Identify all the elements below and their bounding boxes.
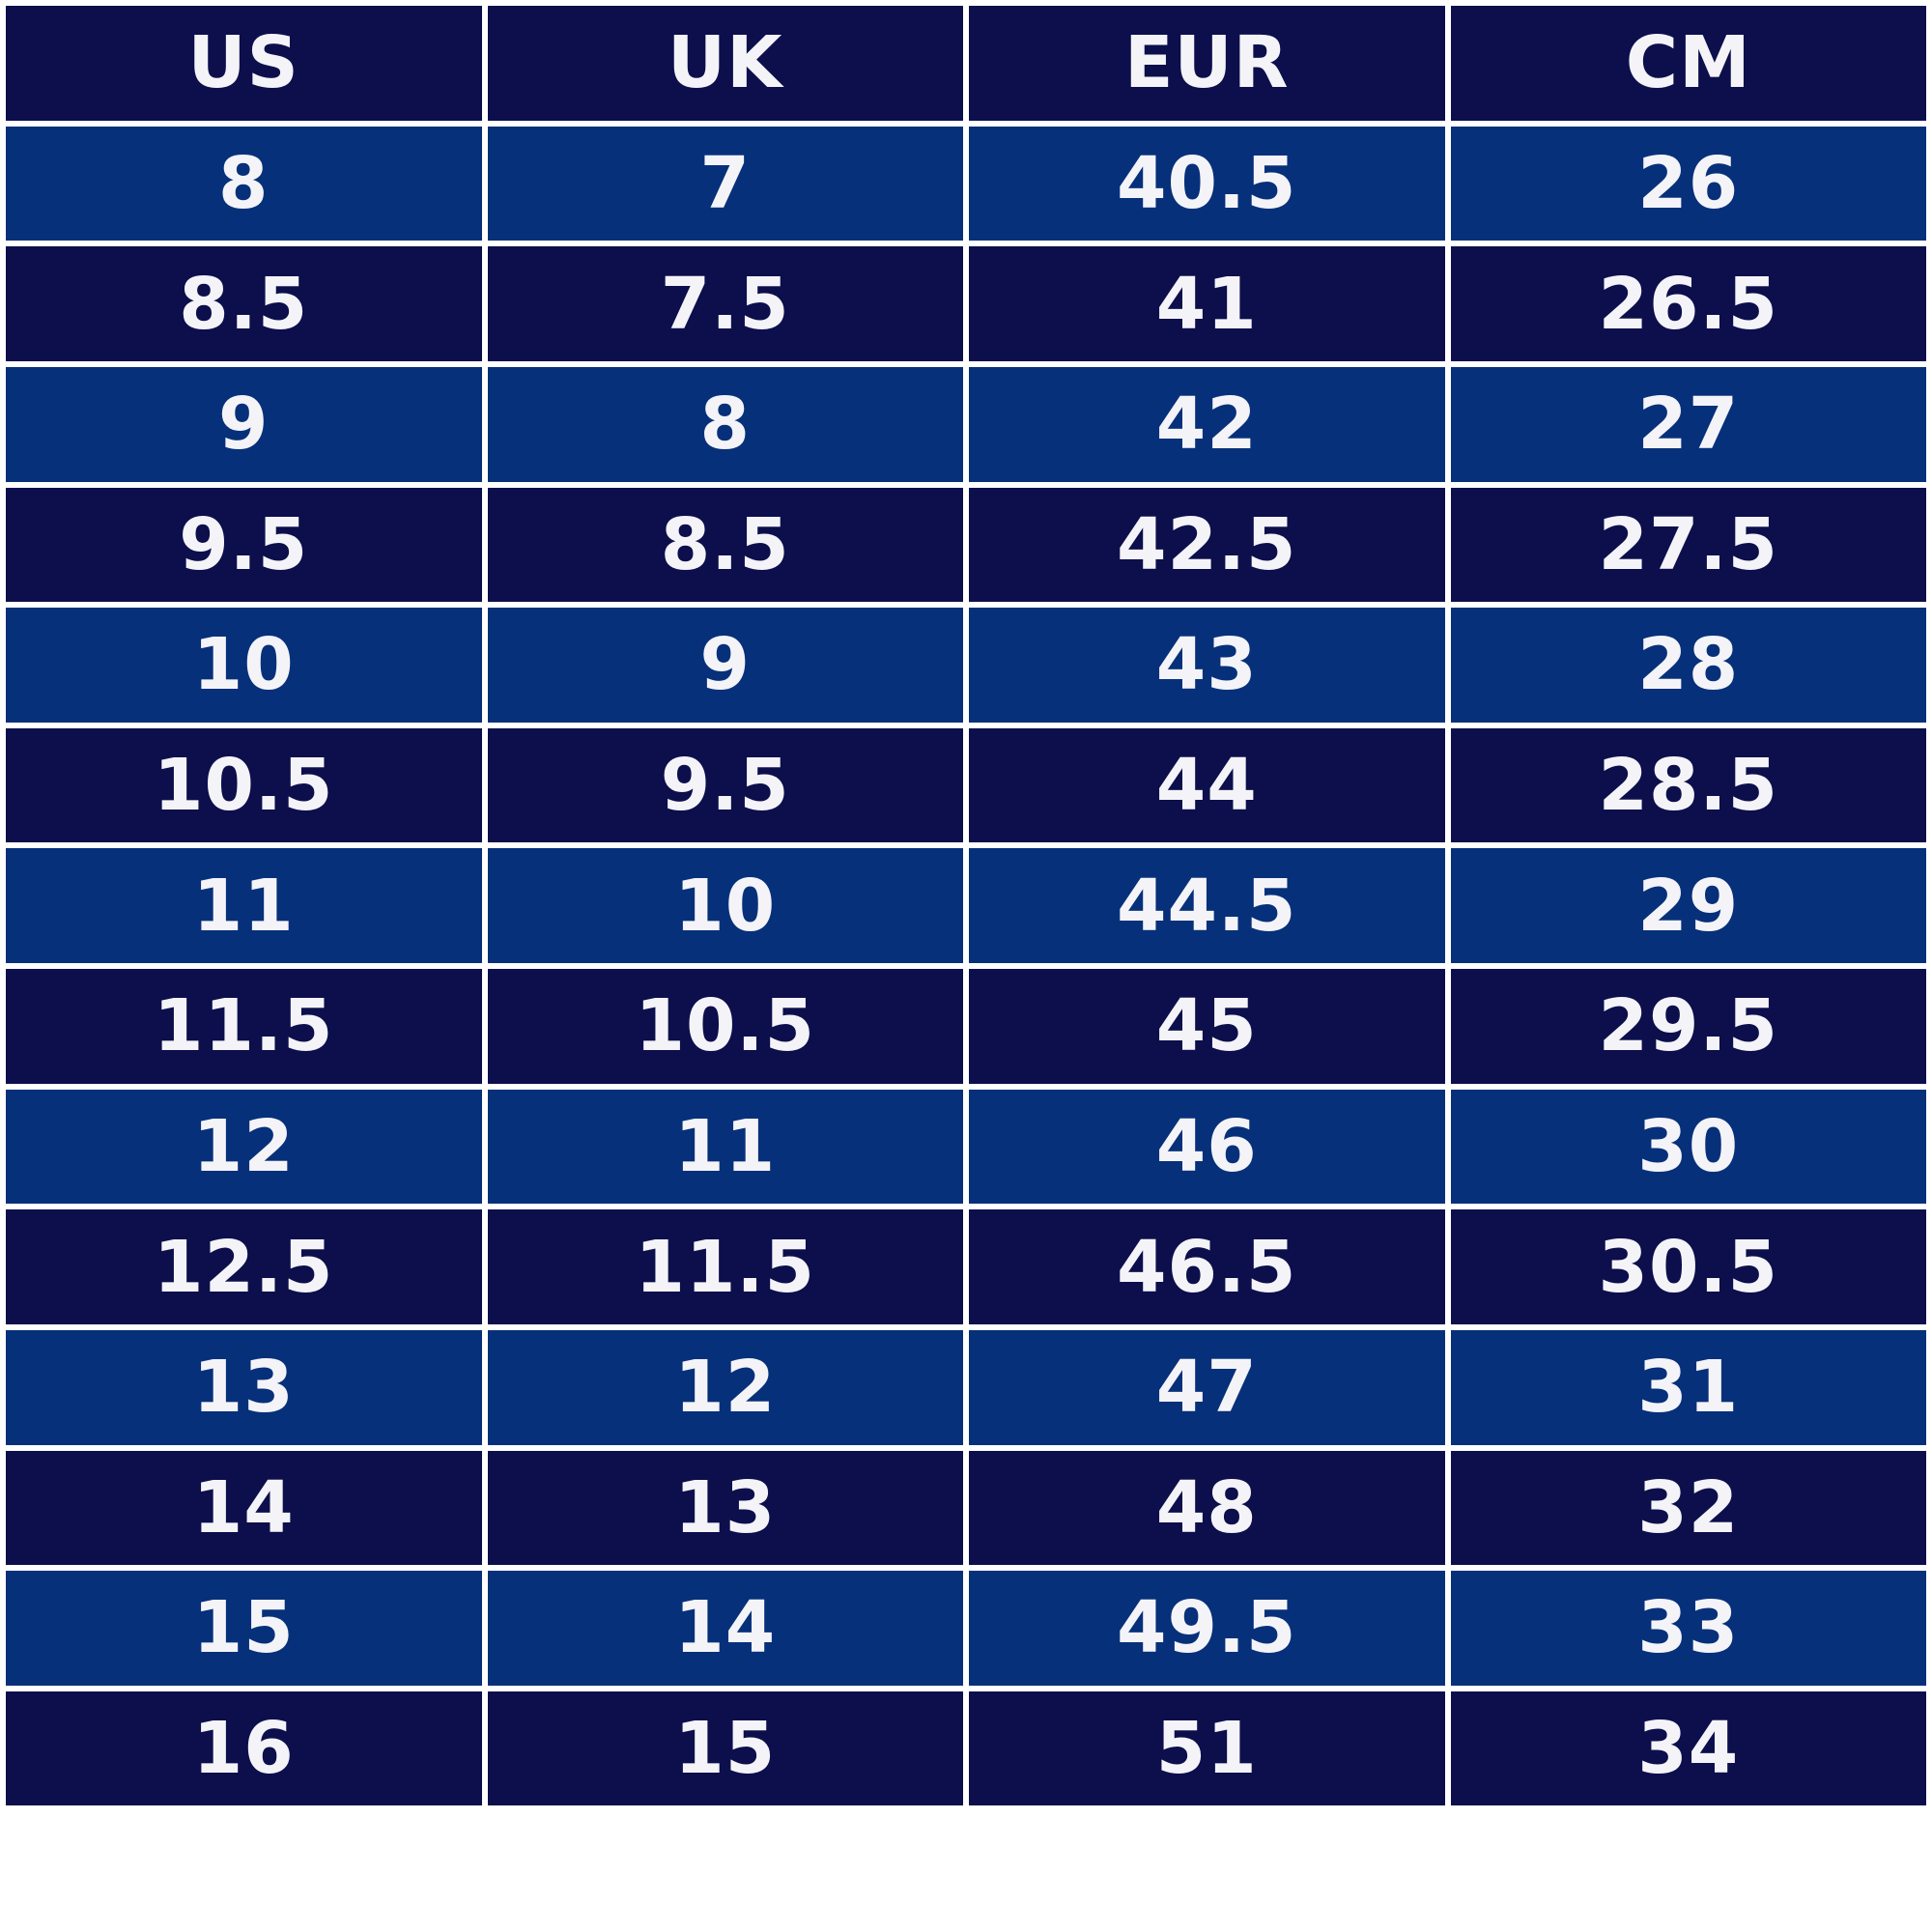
cell: 7 [487, 126, 963, 242]
cell: 15 [6, 1571, 482, 1686]
cell: 11.5 [6, 969, 482, 1084]
cell: 12.5 [6, 1209, 482, 1324]
cell: 40.5 [969, 126, 1445, 242]
cell: 44 [969, 727, 1445, 843]
cell: 48 [969, 1450, 1445, 1566]
cell: 33 [1450, 1571, 1926, 1686]
header-cell: EUR [969, 6, 1445, 121]
cell: 9 [487, 608, 963, 723]
cell: 51 [969, 1690, 1445, 1806]
cell: 11 [487, 1089, 963, 1205]
header-cell: CM [1450, 6, 1926, 121]
cell: 14 [6, 1450, 482, 1566]
cell: 10.5 [487, 969, 963, 1084]
cell: 27 [1450, 366, 1926, 482]
cell: 29 [1450, 848, 1926, 963]
cell: 9.5 [487, 727, 963, 843]
cell: 29.5 [1450, 969, 1926, 1084]
cell: 10 [487, 848, 963, 963]
cell: 43 [969, 608, 1445, 723]
cell: 46 [969, 1089, 1445, 1205]
cell: 44.5 [969, 848, 1445, 963]
cell: 41 [969, 246, 1445, 361]
cell: 11 [6, 848, 482, 963]
cell: 12 [6, 1089, 482, 1205]
cell: 27.5 [1450, 487, 1926, 603]
cell: 12 [487, 1329, 963, 1445]
cell: 28 [1450, 608, 1926, 723]
cell: 8 [487, 366, 963, 482]
cell: 10.5 [6, 727, 482, 843]
header-cell: UK [487, 6, 963, 121]
header-cell: US [6, 6, 482, 121]
cell: 10 [6, 608, 482, 723]
cell: 32 [1450, 1450, 1926, 1566]
cell: 13 [487, 1450, 963, 1566]
cell: 34 [1450, 1690, 1926, 1806]
cell: 45 [969, 969, 1445, 1084]
cell: 14 [487, 1571, 963, 1686]
cell: 42 [969, 366, 1445, 482]
cell: 7.5 [487, 246, 963, 361]
cell: 9.5 [6, 487, 482, 603]
cell: 15 [487, 1690, 963, 1806]
cell: 8 [6, 126, 482, 242]
cell: 16 [6, 1690, 482, 1806]
cell: 8.5 [487, 487, 963, 603]
cell: 13 [6, 1329, 482, 1445]
cell: 42.5 [969, 487, 1445, 603]
cell: 8.5 [6, 246, 482, 361]
cell: 11.5 [487, 1209, 963, 1324]
cell: 31 [1450, 1329, 1926, 1445]
cell: 9 [6, 366, 482, 482]
cell: 49.5 [969, 1571, 1445, 1686]
cell: 30.5 [1450, 1209, 1926, 1324]
cell: 47 [969, 1329, 1445, 1445]
cell: 46.5 [969, 1209, 1445, 1324]
cell: 30 [1450, 1089, 1926, 1205]
cell: 28.5 [1450, 727, 1926, 843]
cell: 26 [1450, 126, 1926, 242]
cell: 26.5 [1450, 246, 1926, 361]
